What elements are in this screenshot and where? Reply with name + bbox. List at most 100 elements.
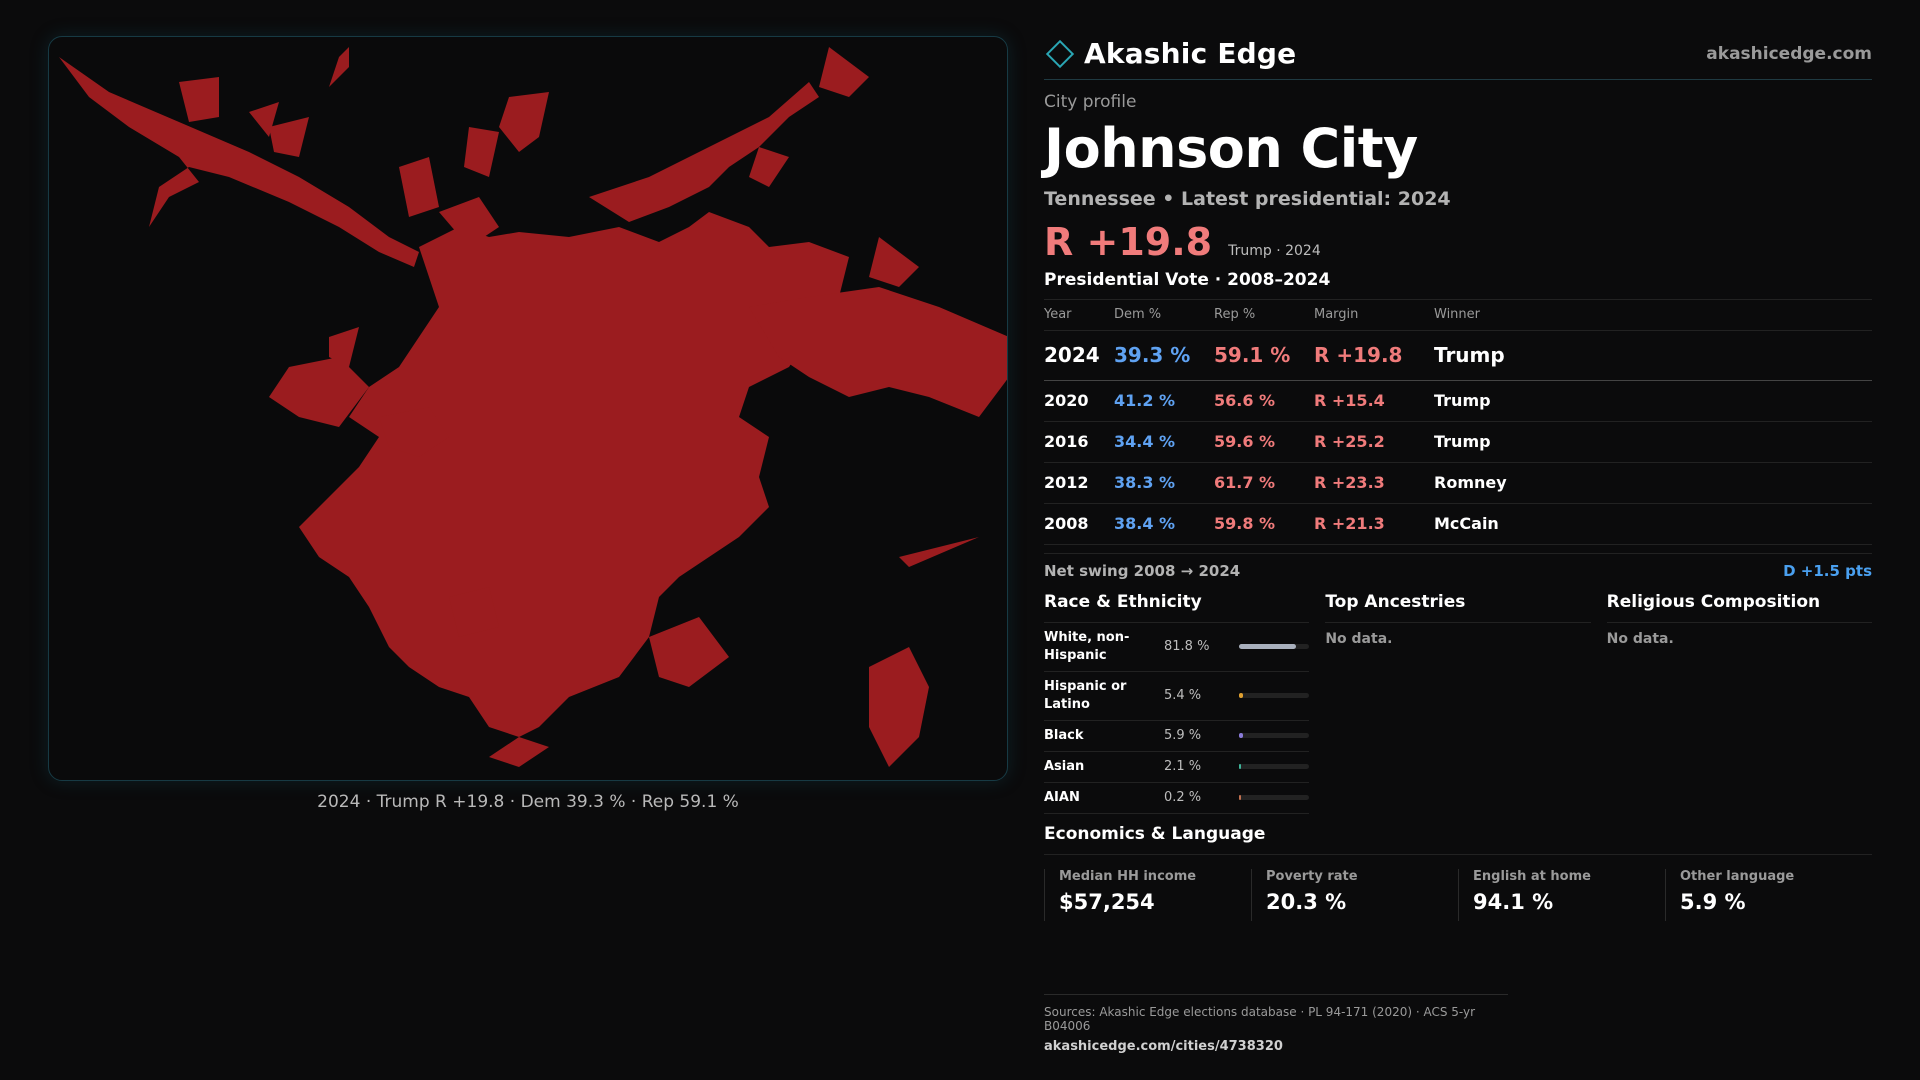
stat-english-at-home: English at home 94.1 % <box>1458 868 1665 921</box>
race-row: White, non-Hispanic 81.8 % <box>1044 623 1310 672</box>
city-boundary-shape <box>59 47 1007 767</box>
city-boundary-west <box>269 357 369 427</box>
stat-label: Poverty rate <box>1266 868 1358 884</box>
headline-winner: Trump · 2024 <box>1228 243 1321 259</box>
city-boundary-ne <box>589 82 819 222</box>
cell-year: 2008 <box>1044 503 1114 545</box>
race-bar <box>1239 795 1309 800</box>
votes-table: Year Dem % Rep % Margin Winner 2024 39.3… <box>1044 300 1872 545</box>
city-boundary-east <box>749 287 1007 417</box>
stat-value: 5.9 % <box>1680 889 1746 914</box>
col-year: Year <box>1044 300 1114 331</box>
table-row: 2008 38.4 % 59.8 % R +21.3 McCain <box>1044 503 1872 545</box>
cell-year: 2024 <box>1044 330 1114 381</box>
net-swing: Net swing 2008 → 2024 D +1.5 pts <box>1044 552 1872 580</box>
cell-winner: McCain <box>1434 503 1872 545</box>
race-bar <box>1239 644 1309 649</box>
race-label: AIAN <box>1044 789 1080 805</box>
race-value: 81.8 % <box>1164 639 1210 654</box>
cell-dem: 38.3 % <box>1114 462 1214 504</box>
city-boundary-nw-block <box>179 77 219 122</box>
map-caption: 2024 · Trump R +19.8 · Dem 39.3 % · Rep … <box>317 792 739 812</box>
race-row: Hispanic or Latino 5.4 % <box>1044 672 1310 721</box>
cell-rep: 59.1 % <box>1214 330 1314 381</box>
cell-winner: Trump <box>1434 330 1872 381</box>
brand[interactable]: Akashic Edge <box>1044 37 1296 70</box>
cell-margin: R +23.3 <box>1314 462 1434 504</box>
race-row: Asian 2.1 % <box>1044 752 1310 783</box>
stat-value: 20.3 % <box>1266 889 1347 914</box>
stat-poverty-rate: Poverty rate 20.3 % <box>1251 868 1458 921</box>
race-bar-fill <box>1239 733 1244 738</box>
race-value: 5.9 % <box>1164 728 1202 743</box>
cell-dem: 34.4 % <box>1114 421 1214 463</box>
eyebrow: City profile <box>1044 92 1137 112</box>
state-subline: Tennessee • Latest presidential: 2024 <box>1044 188 1451 210</box>
col-dem: Dem % <box>1114 300 1214 331</box>
race-bar <box>1239 733 1309 738</box>
race-value: 5.4 % <box>1164 688 1202 703</box>
headline-result: R +19.8 Trump · 2024 <box>1044 220 1872 264</box>
cell-margin: R +15.4 <box>1314 380 1434 422</box>
city-permalink[interactable]: akashicedge.com/cities/4738320 <box>1044 1039 1283 1054</box>
cell-margin: R +25.2 <box>1314 421 1434 463</box>
col-winner: Winner <box>1434 300 1872 331</box>
race-label: Hispanic or Latino <box>1044 678 1127 712</box>
race-ethnicity-section: Race & Ethnicity White, non-Hispanic 81.… <box>1044 592 1310 814</box>
stat-other-language: Other language 5.9 % <box>1665 868 1872 921</box>
race-list: White, non-Hispanic 81.8 % Hispanic or L… <box>1044 623 1310 814</box>
cell-year: 2020 <box>1044 380 1114 422</box>
cell-margin: R +21.3 <box>1314 503 1434 545</box>
ancestries-empty: No data. <box>1325 630 1393 647</box>
race-label: Asian <box>1044 758 1085 774</box>
cell-rep: 59.6 % <box>1214 421 1314 463</box>
stat-label: English at home <box>1473 868 1591 884</box>
cell-year: 2016 <box>1044 421 1114 463</box>
race-bar-fill <box>1239 795 1242 800</box>
city-boundary-se <box>869 647 929 767</box>
stat-label: Median HH income <box>1059 868 1197 884</box>
ancestries-section: Top Ancestries No data. <box>1325 592 1591 814</box>
table-row: 2012 38.3 % 61.7 % R +23.3 Romney <box>1044 462 1872 504</box>
economics-title: Economics & Language <box>1044 824 1872 855</box>
cell-dem: 41.2 % <box>1114 380 1214 422</box>
cell-winner: Romney <box>1434 462 1872 504</box>
race-bar-fill <box>1239 693 1243 698</box>
city-boundary-main <box>299 212 849 737</box>
city-title: Johnson City <box>1044 117 1418 180</box>
col-rep: Rep % <box>1214 300 1314 331</box>
votes-section-title: Presidential Vote · 2008–2024 <box>1044 270 1872 300</box>
race-value: 2.1 % <box>1164 759 1202 774</box>
col-margin: Margin <box>1314 300 1434 331</box>
demographics-columns: Race & Ethnicity White, non-Hispanic 81.… <box>1044 592 1872 814</box>
cell-winner: Trump <box>1434 380 1872 422</box>
race-bar <box>1239 693 1309 698</box>
cell-year: 2012 <box>1044 462 1114 504</box>
table-row: 2016 34.4 % 59.6 % R +25.2 Trump <box>1044 421 1872 463</box>
stat-value: 94.1 % <box>1473 889 1554 914</box>
stat-median-income: Median HH income $57,254 <box>1044 868 1251 921</box>
race-row: AIAN 0.2 % <box>1044 783 1310 814</box>
brand-header: Akashic Edge akashicedge.com <box>1044 34 1872 80</box>
city-boundary-nw <box>59 57 419 267</box>
cell-winner: Trump <box>1434 421 1872 463</box>
stat-label: Other language <box>1680 868 1795 884</box>
race-bar-fill <box>1239 764 1242 769</box>
net-swing-label: Net swing 2008 → 2024 <box>1044 561 1241 580</box>
race-row: Black 5.9 % <box>1044 721 1310 752</box>
religion-title: Religious Composition <box>1606 592 1872 623</box>
economics-stats: Median HH income $57,254 Poverty rate 20… <box>1044 868 1872 921</box>
table-row: 2024 39.3 % 59.1 % R +19.8 Trump <box>1044 330 1872 381</box>
race-label: Black <box>1044 727 1084 743</box>
cell-margin: R +19.8 <box>1314 330 1434 381</box>
sources-footer: Sources: Akashic Edge elections database… <box>1044 994 1508 1054</box>
religion-empty: No data. <box>1606 630 1674 647</box>
cell-dem: 38.4 % <box>1114 503 1214 545</box>
religion-section: Religious Composition No data. <box>1606 592 1872 814</box>
city-boundary-map <box>48 36 1008 781</box>
table-row: 2020 41.2 % 56.6 % R +15.4 Trump <box>1044 380 1872 422</box>
city-profile-panel: Akashic Edge akashicedge.com City profil… <box>1044 34 1872 921</box>
race-bar <box>1239 764 1309 769</box>
race-bar-fill <box>1239 644 1297 649</box>
brand-url-link[interactable]: akashicedge.com <box>1706 43 1872 64</box>
